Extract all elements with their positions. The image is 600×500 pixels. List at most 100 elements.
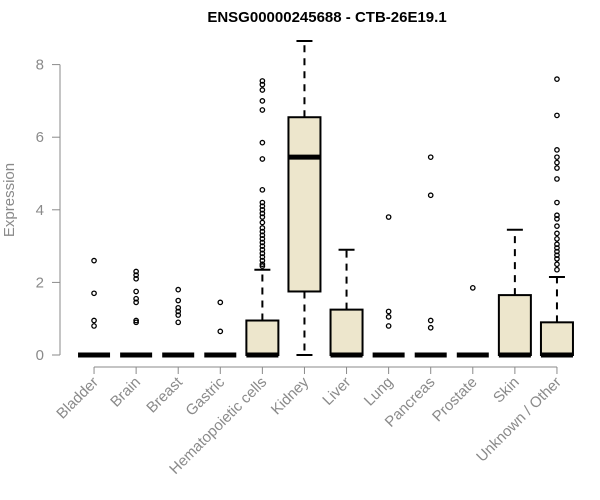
outlier-point xyxy=(427,324,434,331)
outlier-point xyxy=(427,154,434,161)
box-gastric xyxy=(204,299,237,358)
outlier-point xyxy=(259,235,266,242)
y-tick-label: 0 xyxy=(36,347,44,364)
outlier-point xyxy=(91,317,97,324)
outlier-point xyxy=(259,246,266,253)
x-tick-label: Skin xyxy=(490,374,523,407)
outlier-point xyxy=(133,275,139,282)
outlier-point xyxy=(469,284,476,291)
outlier-point xyxy=(554,159,560,166)
outlier-point xyxy=(259,243,266,249)
outlier-point xyxy=(259,206,266,213)
outlier-point xyxy=(259,186,266,193)
outlier-point xyxy=(175,286,182,293)
box-prostate xyxy=(456,284,489,358)
outlier-point xyxy=(385,214,392,220)
outlier-point xyxy=(133,268,139,275)
outlier-point xyxy=(554,261,560,268)
box-body xyxy=(329,308,364,356)
outlier-point xyxy=(133,288,139,295)
outlier-point xyxy=(554,76,560,82)
outlier-point xyxy=(554,245,560,251)
box-hematopoietic-cells xyxy=(245,78,280,358)
outlier-point xyxy=(554,252,560,259)
box-lung xyxy=(372,214,405,358)
box-unknown-other xyxy=(539,76,574,358)
outlier-point xyxy=(259,254,266,260)
outlier-point xyxy=(554,235,560,242)
outlier-point xyxy=(554,255,560,262)
y-axis-label: Expression xyxy=(1,163,18,237)
outlier-point xyxy=(554,147,560,153)
x-tick-label: Liver xyxy=(319,374,354,409)
outlier-point xyxy=(91,257,97,264)
outlier-point xyxy=(175,312,182,318)
outlier-point xyxy=(91,290,97,297)
outlier-point xyxy=(259,250,266,257)
box-series xyxy=(78,40,574,358)
outlier-point xyxy=(133,317,139,324)
y-tick-label: 2 xyxy=(36,274,44,291)
outlier-point xyxy=(133,319,139,326)
outlier-point xyxy=(259,203,266,210)
outlier-point xyxy=(259,263,266,269)
outlier-point xyxy=(554,199,560,206)
box-body xyxy=(245,319,280,357)
outlier-point xyxy=(217,328,224,335)
x-tick-label: Bladder xyxy=(53,374,102,423)
outlier-point xyxy=(385,323,392,329)
outlier-point xyxy=(385,308,392,315)
outlier-point xyxy=(133,299,139,306)
outlier-point xyxy=(175,319,182,326)
box-breast xyxy=(162,286,195,358)
y-axis: 0 2 4 6 8 xyxy=(36,57,61,364)
box-skin xyxy=(497,228,532,358)
x-tick-label: Breast xyxy=(143,373,186,416)
outlier-point xyxy=(133,272,139,278)
outlier-point xyxy=(554,248,560,255)
outlier-point xyxy=(259,199,266,206)
outlier-point xyxy=(259,257,266,264)
outlier-point xyxy=(554,266,560,273)
outlier-point xyxy=(175,308,182,315)
outlier-point xyxy=(259,139,266,146)
outlier-point xyxy=(554,216,560,222)
outlier-point xyxy=(554,165,560,171)
x-tick-label: Brain xyxy=(107,374,144,411)
outlier-point xyxy=(175,297,182,304)
outlier-point xyxy=(259,239,266,246)
box-bladder xyxy=(78,257,111,358)
box-body xyxy=(497,294,532,357)
box-body xyxy=(287,116,322,293)
outlier-point xyxy=(259,261,266,268)
box-liver xyxy=(329,248,364,358)
y-tick-label: 8 xyxy=(36,57,44,74)
outlier-point xyxy=(259,81,266,88)
outlier-point xyxy=(385,314,392,320)
outlier-point xyxy=(259,214,266,220)
outlier-point xyxy=(259,225,266,231)
outlier-point xyxy=(259,156,266,162)
box-brain xyxy=(120,268,153,358)
x-tick-label: Kidney xyxy=(268,373,313,418)
outlier-point xyxy=(259,210,266,217)
outlier-point xyxy=(427,317,434,324)
outlier-point xyxy=(554,223,560,229)
outlier-point xyxy=(259,228,266,235)
outlier-point xyxy=(554,154,560,161)
outlier-point xyxy=(554,212,560,219)
outlier-point xyxy=(91,323,97,329)
outlier-point xyxy=(259,78,266,84)
outlier-point xyxy=(259,98,266,104)
box-kidney xyxy=(287,40,322,356)
outlier-point xyxy=(554,176,560,182)
chart-title: ENSG00000245688 - CTB-26E19.1 xyxy=(207,9,446,26)
outlier-point xyxy=(259,87,266,93)
box-pancreas xyxy=(414,154,447,358)
outlier-point xyxy=(259,107,266,113)
outlier-point xyxy=(217,299,224,306)
box-body xyxy=(539,321,574,356)
outlier-point xyxy=(427,192,434,199)
